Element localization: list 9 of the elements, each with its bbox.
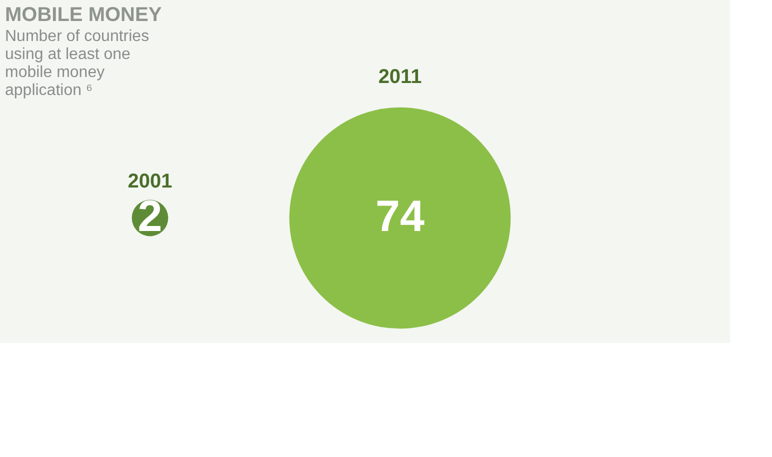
category-label: 2001 [128, 170, 172, 192]
text: Number of countries [5, 28, 150, 45]
data-label: 74 [376, 192, 425, 241]
text: MOBILE MONEY [5, 4, 162, 26]
text: mobile money [5, 64, 105, 81]
data-label: 2 [138, 192, 162, 241]
text: application ⁶ [5, 82, 93, 99]
category-label: 2011 [378, 66, 422, 88]
text: using at least one [5, 46, 130, 63]
